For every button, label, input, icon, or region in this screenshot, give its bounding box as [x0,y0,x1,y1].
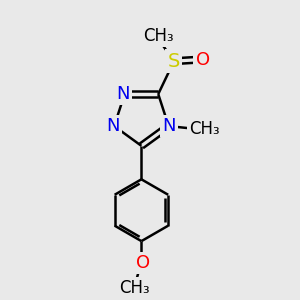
Text: CH₃: CH₃ [119,279,150,297]
Text: CH₃: CH₃ [189,120,220,138]
Text: N: N [116,85,130,103]
Text: O: O [136,254,150,272]
Text: S: S [168,52,180,71]
Text: N: N [162,117,175,135]
Text: N: N [106,117,119,135]
Text: CH₃: CH₃ [143,27,173,45]
Text: O: O [196,51,210,69]
